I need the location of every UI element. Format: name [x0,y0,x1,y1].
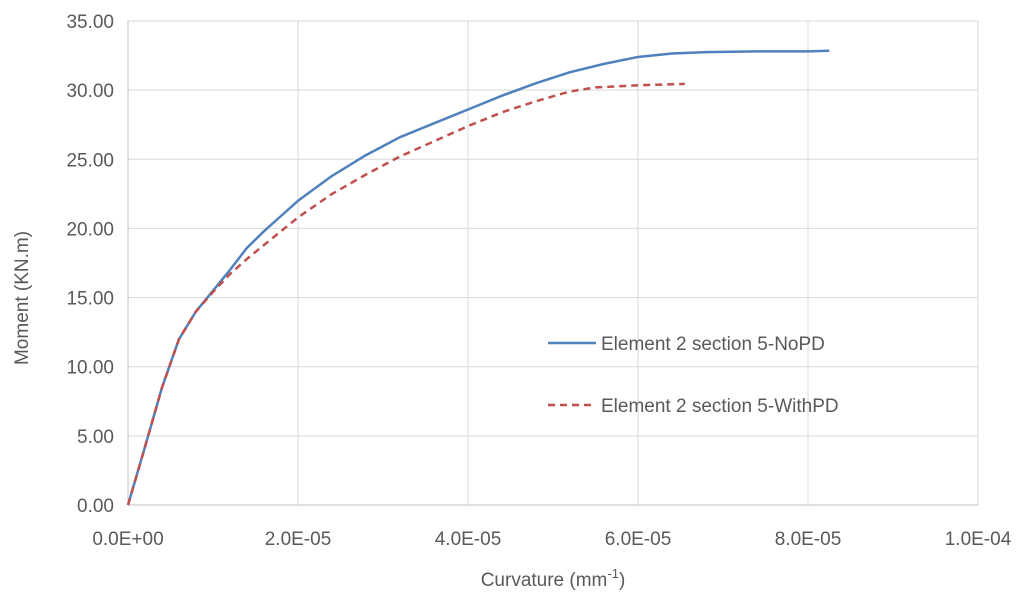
y-tick-label: 0.00 [77,496,114,517]
x-tick-label: 0.0E+00 [92,529,163,550]
y-axis-title: Moment (KN.m) [12,231,33,365]
y-axis-tick-labels: 0.00 5.00 10.00 15.00 20.00 25.00 30.00 35.00 [66,12,114,517]
x-tick-label: 1.0E-04 [945,529,1012,550]
x-axis-title-superscript: -1 [607,566,619,581]
legend-entry-nopd: Element 2 section 5-NoPD [548,334,825,355]
x-axis-tick-labels: 0.0E+00 2.0E-05 4.0E-05 6.0E-05 8.0E-05 1.0E-… [92,529,1011,550]
x-tick-label: 8.0E-05 [775,529,842,550]
y-tick-label: 10.00 [66,358,114,379]
y-tick-label: 20.00 [66,219,114,240]
x-axis-title-close: ) [619,570,625,591]
y-tick-label: 25.00 [66,150,114,171]
y-tick-label: 5.00 [77,427,114,448]
legend-entry-withpd: Element 2 section 5-WithPD [548,396,839,417]
series-line-withpd [126,82,685,506]
series-lines [126,49,830,506]
axes [127,21,978,506]
x-tick-label: 6.0E-05 [605,529,672,550]
x-tick-label: 2.0E-05 [265,529,332,550]
x-axis-title-main: Curvature (mm [481,570,608,591]
gridlines [128,20,979,505]
x-axis-title: Curvature (mm-1) [481,566,626,591]
y-tick-label: 30.00 [66,81,114,102]
y-tick-label: 15.00 [66,289,114,310]
x-tick-label: 4.0E-05 [435,529,502,550]
legend: Element 2 section 5-NoPD Element 2 secti… [548,334,839,417]
series-line-nopd [126,49,830,506]
legend-label-withpd: Element 2 section 5-WithPD [601,396,839,417]
y-tick-label: 35.00 [66,12,114,33]
legend-label-nopd: Element 2 section 5-NoPD [601,334,825,355]
